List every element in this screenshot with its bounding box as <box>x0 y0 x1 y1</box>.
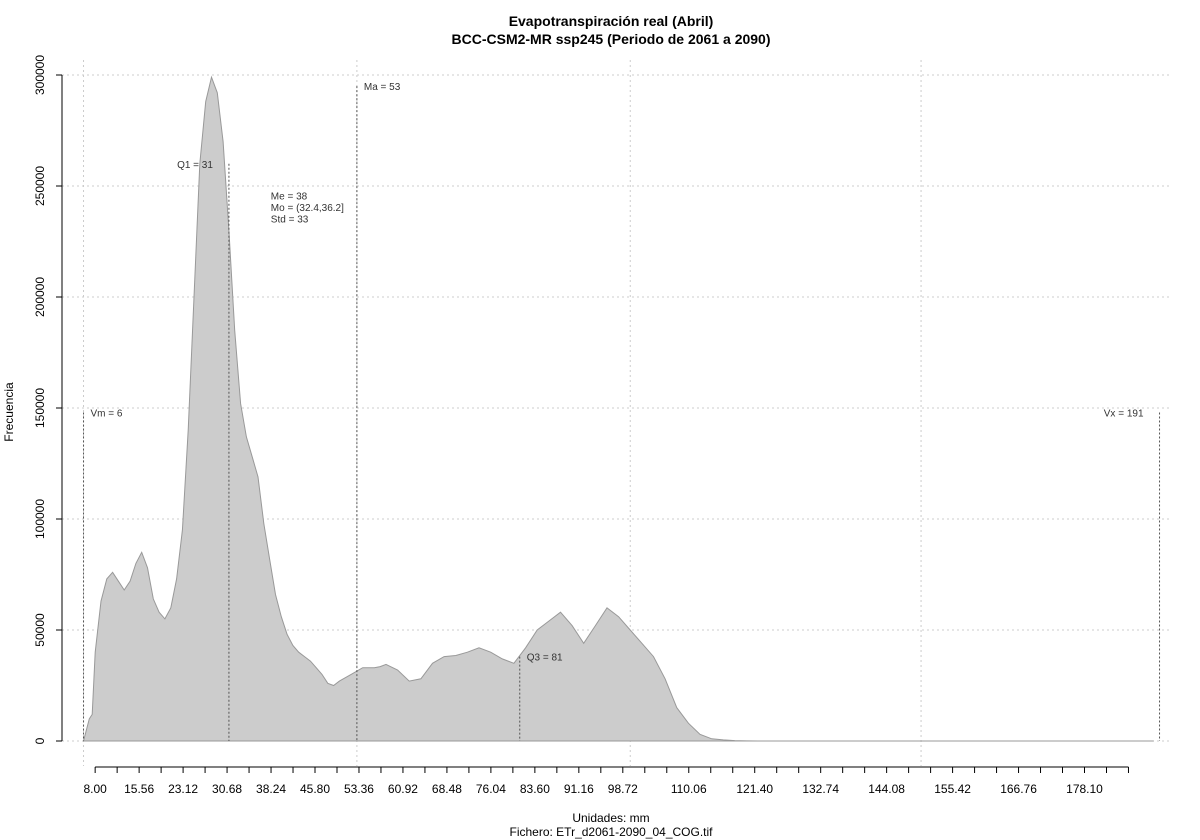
x-tick-label: 144.08 <box>868 782 905 796</box>
x-tick-label: 155.42 <box>934 782 971 796</box>
x-tick-label: 15.56 <box>124 782 154 796</box>
x-tick-label: 53.36 <box>344 782 374 796</box>
y-axis-title: Frecuencia <box>2 382 16 442</box>
x-tick-label: 38.24 <box>256 782 286 796</box>
x-tick-label: 166.76 <box>1000 782 1037 796</box>
y-tick-label: 300000 <box>33 55 47 95</box>
x-tick-label: 83.60 <box>520 782 550 796</box>
y-tick-label: 50000 <box>33 613 47 647</box>
stats-line: Std = 33 <box>271 214 309 225</box>
reference-label: Ma = 53 <box>364 82 401 93</box>
file-caption: Fichero: ETr_d2061-2090_04_COG.tif <box>510 825 714 839</box>
y-tick-label: 0 <box>33 737 47 744</box>
y-tick-label: 150000 <box>33 388 47 428</box>
y-axis: 0 50000 100000 150000 200000 250000 300000 <box>33 55 63 744</box>
reference-label: Vm = 6 <box>91 408 123 419</box>
stats-line: Me = 38 <box>271 191 308 202</box>
y-tick-label: 200000 <box>33 277 47 317</box>
reference-label: Vx = 191 <box>1104 408 1144 419</box>
x-tick-label: 76.04 <box>476 782 506 796</box>
x-tick-label: 121.40 <box>736 782 773 796</box>
chart-subtitle: BCC-CSM2-MR ssp245 (Periodo de 2061 a 20… <box>452 31 771 47</box>
x-tick-label: 60.92 <box>388 782 418 796</box>
chart-title: Evapotranspiración real (Abril) <box>509 13 714 29</box>
x-tick-label: 8.00 <box>83 782 107 796</box>
stats-line: Mo = (32.4,36.2] <box>271 203 344 214</box>
x-tick-label: 178.10 <box>1066 782 1103 796</box>
x-tick-label: 110.06 <box>671 782 707 796</box>
x-tick-label: 23.12 <box>168 782 198 796</box>
x-tick-label: 91.16 <box>564 782 594 796</box>
x-tick-label: 45.80 <box>300 782 330 796</box>
x-tick-label: 68.48 <box>432 782 462 796</box>
reference-label: Q3 = 81 <box>527 653 563 664</box>
y-tick-label: 250000 <box>33 166 47 206</box>
y-tick-label: 100000 <box>33 499 47 539</box>
density-area-path <box>82 75 1154 742</box>
x-tick-label: 98.72 <box>608 782 638 796</box>
x-tick-label: 132.74 <box>802 782 839 796</box>
density-area <box>82 75 1154 742</box>
reference-lines: Vm = 6 Q1 = 31 Ma = 53 Q3 = 81 Vx = 191 <box>83 82 1161 741</box>
reference-label: Q1 = 31 <box>177 160 213 171</box>
x-axis-title: Unidades: mm <box>572 811 649 825</box>
x-axis: 8.00 15.56 23.12 30.68 38.24 45.80 53.36 60.92 6… <box>83 766 1129 796</box>
x-tick-label: 30.68 <box>212 782 242 796</box>
